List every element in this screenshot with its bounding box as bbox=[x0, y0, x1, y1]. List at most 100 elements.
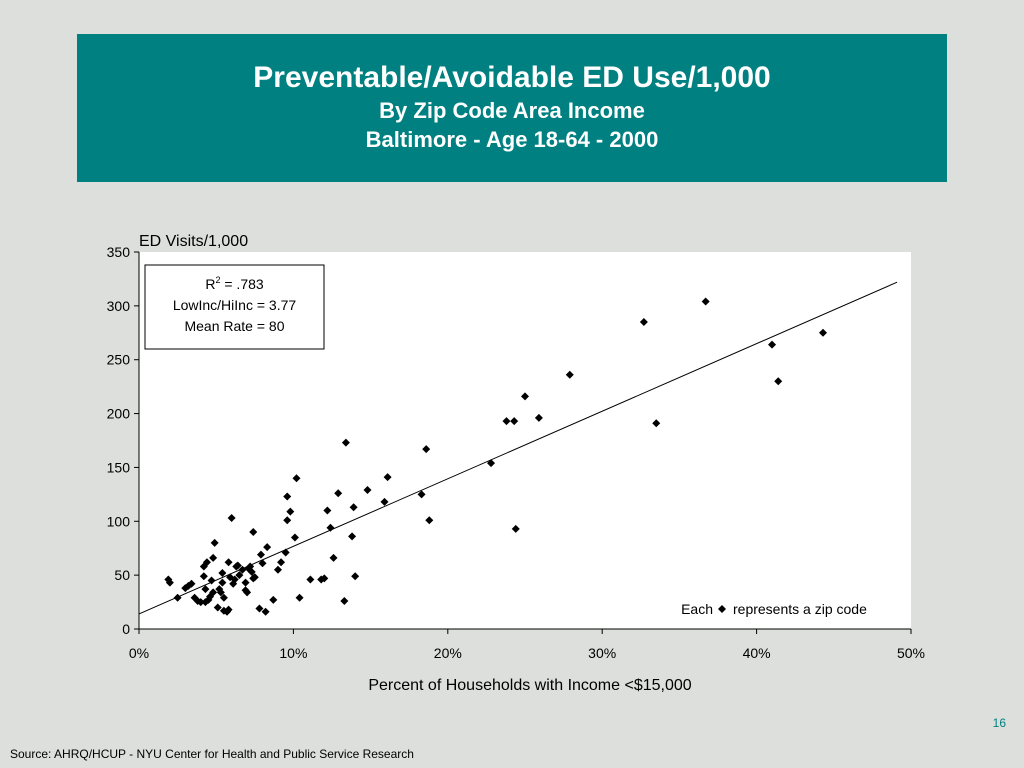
legend-note-suffix: represents a zip code bbox=[733, 601, 867, 617]
data-point bbox=[283, 492, 292, 501]
legend-note-prefix: Each bbox=[681, 601, 713, 617]
x-tick-label: 30% bbox=[588, 645, 616, 661]
data-point bbox=[249, 528, 258, 537]
data-point bbox=[256, 550, 265, 559]
data-point bbox=[201, 585, 210, 594]
stats-box: R2 = .783 LowInc/HiInc = 3.77 Mean Rate … bbox=[144, 264, 325, 350]
data-point bbox=[255, 604, 264, 613]
data-point bbox=[230, 575, 239, 584]
scatter-chart: 0 50 100 150 200 250 300 350 0% 10% 20% 30% 40% 50% E… bbox=[107, 233, 925, 694]
data-point bbox=[165, 578, 174, 587]
y-tick-label: 350 bbox=[107, 244, 131, 260]
data-point bbox=[510, 417, 519, 426]
data-point bbox=[511, 524, 520, 533]
data-point bbox=[261, 607, 270, 616]
data-point bbox=[281, 548, 290, 557]
data-point bbox=[277, 558, 286, 567]
data-point bbox=[652, 419, 661, 428]
y-tick-label: 0 bbox=[122, 621, 130, 637]
legend-note: Each represents a zip code bbox=[681, 601, 867, 617]
data-point bbox=[818, 328, 827, 337]
data-point bbox=[258, 559, 267, 568]
data-point bbox=[173, 593, 182, 602]
data-point bbox=[238, 565, 247, 574]
data-point bbox=[218, 578, 227, 587]
data-point bbox=[639, 318, 648, 327]
data-point bbox=[224, 605, 233, 614]
data-point bbox=[207, 576, 216, 585]
data-point bbox=[219, 593, 228, 602]
data-point bbox=[534, 413, 543, 422]
data-point bbox=[235, 571, 244, 580]
data-point bbox=[213, 603, 222, 612]
title-banner: Preventable/Avoidable ED Use/1,000 By Zi… bbox=[77, 34, 947, 182]
data-point bbox=[283, 516, 292, 525]
data-point bbox=[269, 595, 278, 604]
data-point bbox=[209, 588, 218, 597]
data-point bbox=[380, 497, 389, 506]
data-point bbox=[487, 459, 496, 468]
data-point bbox=[224, 558, 233, 567]
y-axis-label: ED Visits/1,000 bbox=[139, 233, 248, 250]
data-point bbox=[187, 579, 196, 588]
trend-line bbox=[138, 281, 898, 615]
data-point bbox=[329, 553, 338, 562]
data-point bbox=[263, 543, 272, 552]
data-point bbox=[768, 340, 777, 349]
data-point bbox=[521, 392, 529, 401]
y-tick-label: 200 bbox=[107, 406, 131, 422]
data-point bbox=[417, 490, 426, 499]
data-point bbox=[306, 575, 315, 584]
data-point bbox=[292, 474, 301, 483]
data-point bbox=[340, 596, 349, 605]
data-point bbox=[209, 553, 218, 562]
x-tick-label: 20% bbox=[434, 645, 462, 661]
ratio-text: LowInc/HiInc = 3.77 bbox=[173, 297, 297, 313]
slide-subtitle-income: By Zip Code Area Income bbox=[379, 98, 645, 123]
data-point bbox=[218, 568, 227, 577]
data-point bbox=[295, 593, 304, 602]
x-tick-label: 40% bbox=[743, 645, 771, 661]
data-point bbox=[422, 445, 431, 454]
data-point bbox=[290, 533, 299, 542]
data-point bbox=[250, 573, 259, 582]
data-point bbox=[210, 538, 219, 547]
data-point bbox=[774, 377, 783, 386]
data-point bbox=[341, 438, 350, 447]
mean-rate-text: Mean Rate = 80 bbox=[184, 318, 284, 334]
x-tick-label: 0% bbox=[129, 645, 149, 661]
y-tick-label: 300 bbox=[107, 298, 131, 314]
data-point bbox=[243, 588, 252, 597]
data-point bbox=[241, 578, 250, 587]
data-point bbox=[216, 588, 225, 597]
data-point bbox=[348, 532, 357, 541]
data-point bbox=[701, 297, 710, 306]
data-point bbox=[326, 523, 335, 532]
data-point bbox=[196, 598, 205, 607]
page-number: 16 bbox=[992, 716, 1006, 730]
data-point bbox=[351, 572, 360, 581]
x-axis-label: Percent of Households with Income <$15,0… bbox=[368, 677, 691, 694]
r-squared-text: R2 = .783 bbox=[205, 275, 264, 292]
x-tick-label: 50% bbox=[897, 645, 925, 661]
data-point bbox=[199, 572, 208, 581]
y-tick-label: 50 bbox=[114, 567, 130, 583]
data-point bbox=[233, 561, 242, 570]
y-tick-label: 250 bbox=[107, 352, 131, 368]
diamond-marker-icon bbox=[718, 605, 726, 613]
y-tick-label: 100 bbox=[107, 513, 131, 529]
data-point bbox=[565, 370, 574, 379]
data-point bbox=[227, 514, 236, 523]
data-point bbox=[320, 574, 329, 583]
source-note: Source: AHRQ/HCUP - NYU Center for Healt… bbox=[10, 747, 414, 761]
data-point bbox=[425, 516, 434, 525]
data-point bbox=[286, 507, 295, 516]
slide-title: Preventable/Avoidable ED Use/1,000 bbox=[253, 61, 771, 94]
slide-subtitle-location: Baltimore - Age 18-64 - 2000 bbox=[365, 127, 659, 152]
data-point bbox=[363, 486, 372, 495]
data-point bbox=[334, 489, 343, 498]
data-point bbox=[383, 473, 392, 482]
data-point bbox=[323, 506, 332, 515]
y-tick-label: 150 bbox=[107, 459, 131, 475]
data-point bbox=[202, 558, 211, 567]
